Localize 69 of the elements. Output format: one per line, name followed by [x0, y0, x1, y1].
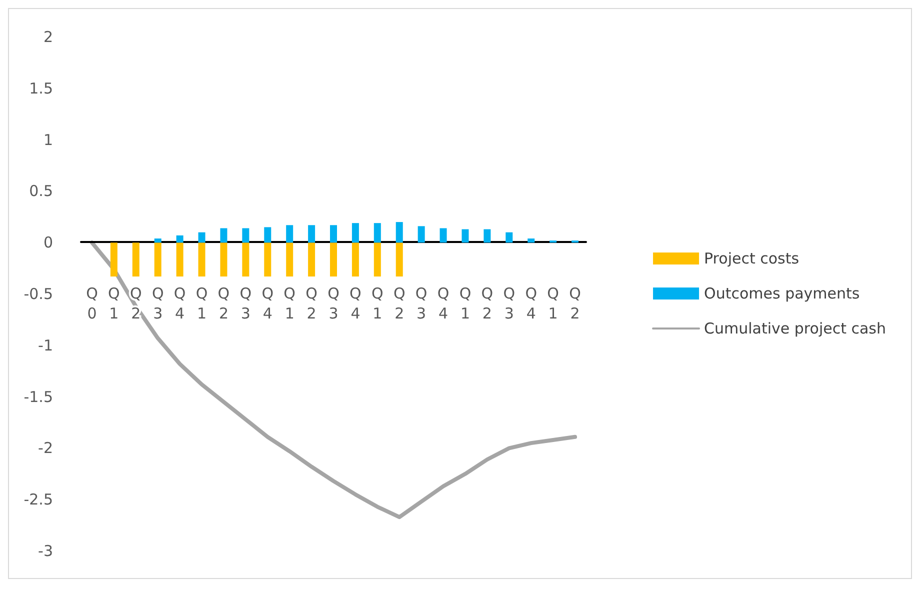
x-tick-label: Q2 — [306, 284, 318, 322]
y-tick-label: -2.5 — [24, 490, 53, 509]
x-tick-label: Q3 — [152, 284, 164, 322]
bar — [198, 232, 206, 243]
bar — [198, 242, 206, 277]
bar — [308, 225, 316, 243]
x-tick-label: Q1 — [459, 284, 472, 322]
y-tick-label: -1.5 — [24, 388, 53, 406]
bar — [242, 242, 250, 277]
bar — [484, 229, 491, 243]
x-tick-label: Q2 — [481, 284, 494, 322]
x-tick-label: Q1 — [196, 284, 208, 322]
x-tick-label: Q2 — [130, 284, 142, 322]
x-tick-label: Q2 — [569, 284, 581, 322]
bar — [330, 242, 337, 277]
bar — [374, 223, 381, 243]
bar — [242, 228, 250, 243]
y-tick-label: -3 — [38, 542, 53, 560]
bar — [176, 235, 184, 243]
x-tick-label: Q3 — [240, 284, 252, 322]
y-tick-label: 1.5 — [29, 79, 53, 98]
y-tick-label: 0.5 — [29, 182, 53, 200]
y-tick-label: 0 — [43, 234, 53, 252]
x-tick-label: Q3 — [415, 284, 428, 322]
bar — [396, 222, 403, 243]
x-tick-label: Q1 — [372, 284, 384, 322]
bar — [264, 227, 272, 243]
x-tick-label: Q1 — [284, 284, 296, 322]
y-tick-label: -2 — [38, 439, 53, 458]
x-tick-label: Q3 — [503, 284, 516, 322]
bar — [286, 242, 294, 277]
bar — [440, 228, 447, 243]
y-tick-label: 1 — [43, 130, 53, 149]
bar — [374, 242, 381, 277]
bar — [506, 232, 513, 243]
x-tick-label: Q2 — [393, 284, 406, 322]
x-tick-label: Q0 — [86, 284, 98, 322]
bar — [220, 228, 228, 243]
bar — [110, 242, 118, 277]
x-tick-label: Q3 — [328, 284, 340, 322]
y-tick-label: 2 — [43, 28, 53, 46]
legend-label: Cumulative project cash — [704, 320, 886, 338]
bar — [330, 225, 337, 243]
bar — [154, 238, 162, 243]
x-tick-label: Q4 — [350, 284, 362, 322]
y-tick-label: -1 — [38, 336, 53, 354]
bar — [154, 242, 162, 277]
x-tick-label: Q4 — [174, 284, 186, 322]
bar — [132, 242, 140, 277]
bar — [286, 225, 294, 243]
y-tick-label: -0.5 — [24, 285, 53, 303]
legend-label: Project costs — [704, 250, 800, 268]
x-tick-label: Q1 — [547, 284, 559, 322]
bar — [264, 242, 272, 277]
bar — [352, 223, 359, 243]
legend-label: Outcomes payments — [704, 284, 860, 302]
bar — [352, 242, 359, 277]
bar — [176, 242, 184, 277]
x-tick-label: Q1 — [108, 284, 120, 322]
bar — [396, 242, 403, 277]
x-tick-label: Q4 — [262, 284, 274, 322]
bar — [308, 242, 316, 277]
x-tick-label: Q4 — [437, 284, 450, 322]
bar — [528, 238, 535, 243]
bar — [462, 229, 469, 243]
bar — [418, 226, 425, 243]
x-tick-label: Q2 — [218, 284, 230, 322]
x-tick-label: Q4 — [525, 284, 538, 322]
bar — [220, 242, 228, 277]
